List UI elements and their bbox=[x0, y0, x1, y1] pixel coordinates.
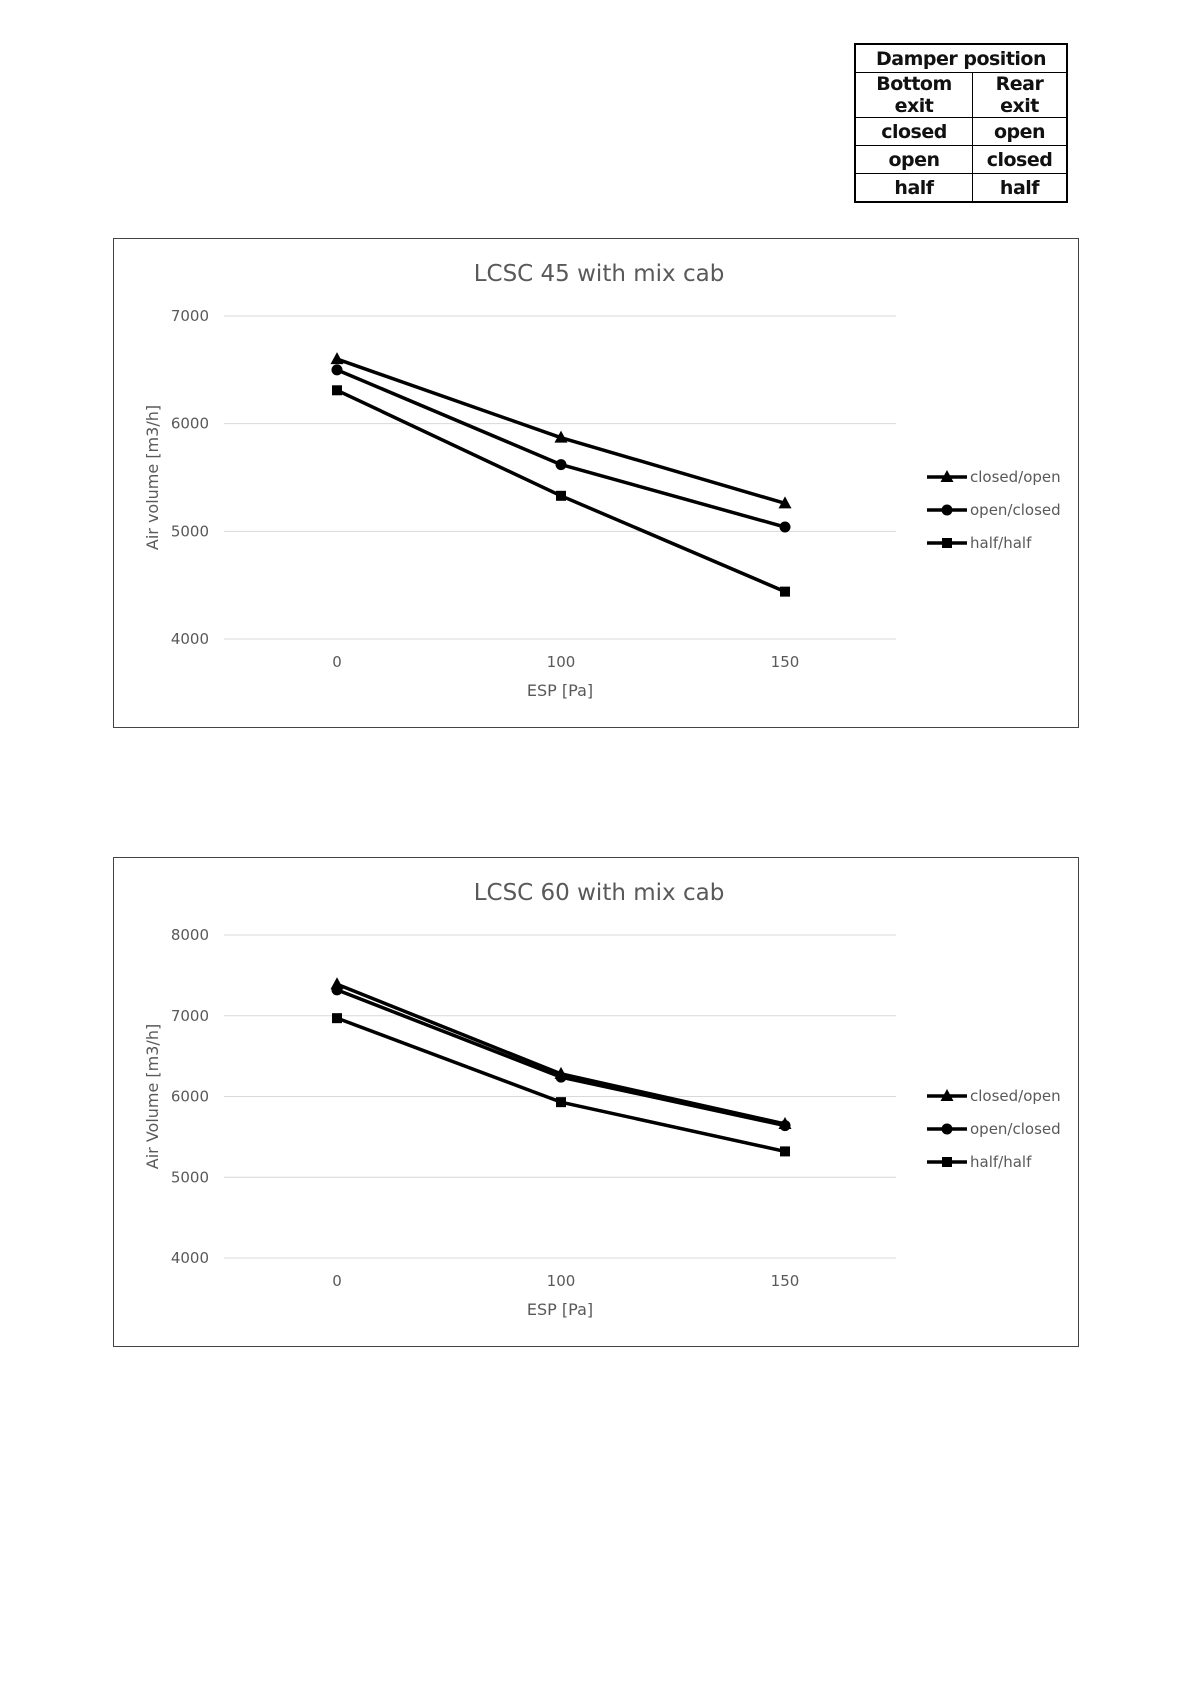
y-tick-label: 7000 bbox=[171, 1007, 209, 1025]
x-tick-label: 150 bbox=[771, 1272, 800, 1290]
data-point bbox=[555, 459, 567, 471]
damper-table-col-rear-exit: Rear exit bbox=[972, 72, 1068, 118]
series-line bbox=[336, 368, 786, 529]
x-tick-label: 100 bbox=[547, 1272, 576, 1290]
table-cell: open bbox=[854, 145, 973, 174]
series-half-half bbox=[332, 1013, 790, 1157]
chart-lcsc-60: LCSC 60 with mix cab 4000 5000 6000 7000 8000… bbox=[113, 857, 1079, 1347]
legend-label: half/half bbox=[970, 1153, 1032, 1171]
data-point bbox=[780, 1146, 790, 1157]
data-point bbox=[778, 496, 792, 509]
legend-label: closed/open bbox=[970, 468, 1061, 486]
legend-label: closed/open bbox=[970, 1087, 1061, 1105]
legend-marker bbox=[940, 470, 954, 482]
table-cell: closed bbox=[854, 117, 973, 146]
data-point bbox=[331, 984, 343, 996]
chart-title: LCSC 45 with mix cab bbox=[474, 261, 725, 287]
y-axis-title: Air volume [m3/h] bbox=[143, 405, 162, 550]
data-point bbox=[556, 1097, 566, 1108]
chart-lcsc-45: LCSC 45 with mix cab 4000 5000 6000 7000 0 100… bbox=[113, 238, 1079, 728]
data-point bbox=[779, 1120, 791, 1132]
y-tick-label: 4000 bbox=[171, 1249, 209, 1267]
chart-lcsc-60-svg: LCSC 60 with mix cab 4000 5000 6000 7000 8000… bbox=[143, 880, 1061, 1319]
y-tick-label: 5000 bbox=[171, 522, 209, 540]
y-tick-label: 7000 bbox=[171, 307, 209, 325]
series-open-closed bbox=[331, 364, 791, 533]
table-cell: half bbox=[972, 173, 1068, 203]
legend-label: open/closed bbox=[970, 501, 1061, 519]
legend-entry: closed/open bbox=[927, 1087, 1061, 1105]
legend-marker bbox=[942, 538, 952, 548]
x-axis-title: ESP [Pa] bbox=[527, 1300, 593, 1319]
legend-label: half/half bbox=[970, 534, 1032, 552]
series-closed-open bbox=[330, 352, 792, 509]
legend-entry: open/closed bbox=[927, 1120, 1061, 1138]
x-tick-label: 100 bbox=[547, 653, 576, 671]
chart-title: LCSC 60 with mix cab bbox=[474, 880, 725, 906]
series-open-closed bbox=[331, 984, 791, 1132]
y-tick-label: 8000 bbox=[171, 926, 209, 944]
legend-marker bbox=[941, 504, 953, 516]
data-point bbox=[332, 1013, 342, 1024]
y-tick-label: 6000 bbox=[171, 1088, 209, 1106]
legend-marker bbox=[942, 1157, 952, 1167]
table-row: open closed bbox=[854, 145, 1068, 174]
x-axis-title: ESP [Pa] bbox=[527, 681, 593, 700]
legend-label: open/closed bbox=[970, 1120, 1061, 1138]
legend-entry: half/half bbox=[927, 1153, 1032, 1171]
x-tick-label: 0 bbox=[332, 1272, 342, 1290]
series-half-half bbox=[332, 385, 790, 597]
y-tick-label: 4000 bbox=[171, 630, 209, 648]
data-point bbox=[780, 586, 790, 597]
x-tick-label: 0 bbox=[332, 653, 342, 671]
chart-lcsc-45-svg: LCSC 45 with mix cab 4000 5000 6000 7000 0 100… bbox=[143, 261, 1061, 700]
data-point bbox=[554, 430, 568, 443]
legend-entry: half/half bbox=[927, 534, 1032, 552]
damper-table-col-bottom-exit: Bottom exit bbox=[854, 72, 973, 118]
table-cell: half bbox=[854, 173, 973, 203]
legend-entry: open/closed bbox=[927, 501, 1061, 519]
data-point bbox=[330, 352, 344, 365]
data-point bbox=[779, 521, 791, 533]
legend-marker bbox=[940, 1089, 954, 1101]
legend-entry: closed/open bbox=[927, 468, 1061, 486]
x-tick-label: 150 bbox=[771, 653, 800, 671]
table-cell: closed bbox=[972, 145, 1068, 174]
series-line bbox=[336, 1016, 786, 1154]
damper-position-table: Damper position Bottom exit Rear exit cl… bbox=[854, 43, 1068, 203]
data-point bbox=[556, 490, 566, 501]
data-point bbox=[331, 364, 343, 376]
legend-marker bbox=[941, 1123, 953, 1135]
y-axis-title: Air Volume [m3/h] bbox=[143, 1024, 162, 1169]
table-row: closed open bbox=[854, 117, 1068, 146]
table-row: half half bbox=[854, 173, 1068, 203]
data-point bbox=[332, 385, 342, 396]
y-tick-label: 6000 bbox=[171, 415, 209, 433]
damper-table-header: Damper position bbox=[854, 43, 1068, 73]
table-cell: open bbox=[972, 117, 1068, 146]
data-point bbox=[555, 1071, 567, 1083]
y-tick-label: 5000 bbox=[171, 1168, 209, 1186]
